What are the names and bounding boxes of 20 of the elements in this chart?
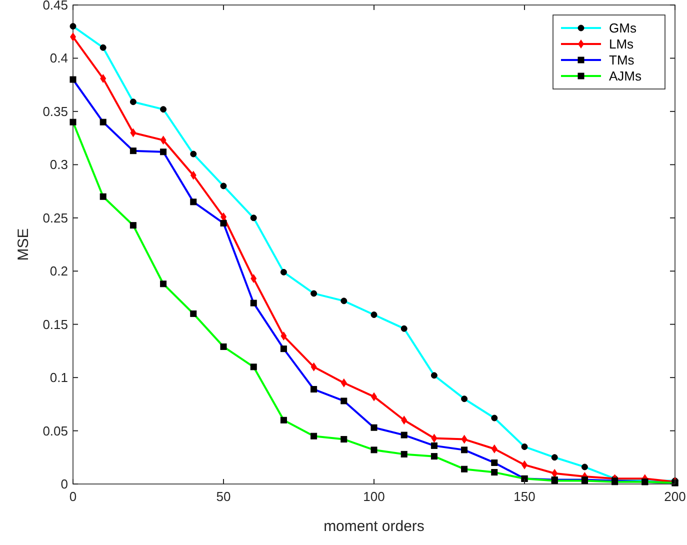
- x-axis-title: moment orders: [324, 518, 424, 535]
- y-tick-label: 0.45: [42, 0, 68, 12]
- y-tick-label: 0.05: [42, 423, 68, 438]
- legend-label: LMs: [609, 36, 634, 52]
- y-tick-label: 0.35: [42, 104, 68, 119]
- y-tick-label: 0.4: [50, 50, 68, 66]
- x-tick-label: 150: [514, 489, 536, 504]
- y-tick-label: 0.25: [42, 210, 68, 226]
- y-tick-label: 0.1: [50, 370, 68, 386]
- legend-label: AJMs: [609, 68, 642, 84]
- y-axis-title: MSE: [15, 228, 32, 261]
- y-tick-label: 0.15: [42, 316, 68, 332]
- x-tick-label: 100: [363, 489, 385, 504]
- y-tick-label: 0.2: [50, 264, 68, 279]
- legend-label: GMs: [609, 20, 637, 36]
- x-tick-label: 200: [664, 489, 686, 504]
- x-tick-label: 50: [216, 489, 231, 504]
- y-tick-label: 0: [60, 476, 68, 492]
- legend-label: TMs: [609, 52, 635, 68]
- y-tick-label: 0.3: [50, 157, 68, 172]
